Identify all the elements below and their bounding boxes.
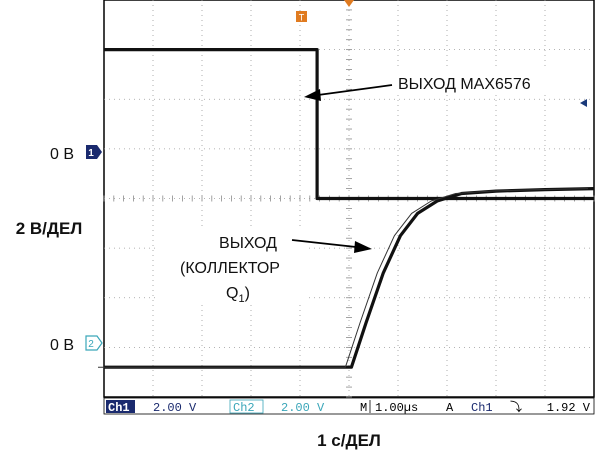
- status-trigger-mode: A: [446, 401, 454, 415]
- status-trigger-level: 1.92 V: [547, 401, 591, 415]
- annotation-q1-line1: ВЫХОД: [219, 235, 277, 252]
- volts-per-div-label: 2 В/ДЕЛ: [16, 219, 83, 238]
- status-bar: Ch1 2.00 V Ch2 2.00 V M 1.00µs A Ch1 ⤵ 1…: [103, 397, 595, 415]
- annotation-q1-sub: 1: [238, 293, 244, 305]
- annotation-q1-arrow: [291, 239, 357, 248]
- annotation-q1-q: Q: [226, 285, 238, 302]
- ch1-zero-label: 0 В: [50, 146, 74, 163]
- annotation-max6576-arrow: [317, 84, 393, 96]
- status-ch1-box: [106, 400, 135, 413]
- ch1-marker-label: 1: [88, 148, 94, 159]
- annotation-max6576: ВЫХОД MAX6576: [398, 76, 531, 93]
- annotation-max6576-arrowhead: [304, 89, 321, 101]
- trigger-time-icon: [344, 0, 354, 7]
- status-trigger-source: Ch1: [471, 401, 493, 415]
- ch2-marker-label: 2: [88, 339, 94, 350]
- status-trigger-slope-icon: ⤵: [510, 400, 522, 415]
- ch2-zero-label: 0 В: [50, 337, 74, 354]
- ch1-trace: [104, 48, 594, 201]
- ch2-trace-persistence: [98, 188, 589, 368]
- annotation-q1-arrowhead: [354, 241, 372, 253]
- status-ch1-value: 2.00 V: [153, 401, 197, 415]
- grid: [103, 0, 595, 398]
- annotation-q1-line3: Q1): [226, 285, 250, 305]
- traces: [98, 48, 595, 369]
- status-ch2-box: [229, 399, 264, 414]
- status-timebase-value: 1.00µs: [375, 401, 418, 415]
- time-per-div-label: 1 с/ДЕЛ: [317, 431, 381, 450]
- status-ch2-label: Ch2: [233, 401, 255, 415]
- ch1-marker: 1: [86, 145, 102, 159]
- status-ch1-label: Ch1: [108, 401, 130, 415]
- trigger-marker-label: T: [299, 13, 305, 23]
- annotation-q1-line2: (КОЛЛЕКТОР: [180, 260, 280, 277]
- status-ch2-value: 2.00 V: [281, 401, 325, 415]
- status-timebase-label: M: [360, 401, 367, 415]
- trigger-marker: T: [296, 11, 307, 23]
- annotation-q1-close: ): [245, 285, 250, 302]
- trigger-level-icon: [580, 99, 587, 107]
- ch2-marker: 2: [85, 335, 103, 351]
